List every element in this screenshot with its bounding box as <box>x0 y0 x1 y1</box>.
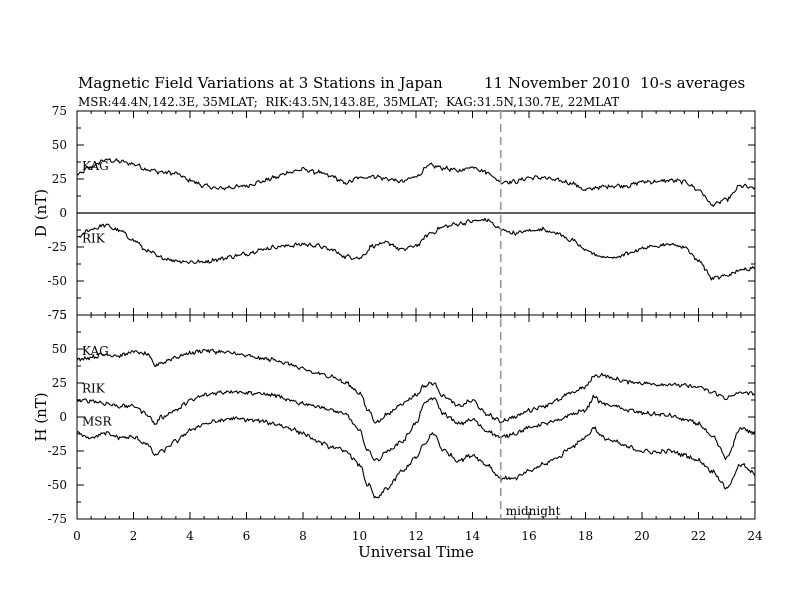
y-tick-label: 25 <box>52 172 67 186</box>
chart-date: 11 November 2010 <box>484 74 630 92</box>
panel-frame <box>76 314 756 520</box>
y-tick-label: 0 <box>59 206 67 220</box>
x-tick-label: 18 <box>578 529 593 543</box>
y-tick-label: 75 <box>52 308 67 322</box>
plot-panels: 75 50 25 0 -25 -50 -75 D (nT) KAG RIK 75 50 25 0 -25 -5… <box>32 104 756 526</box>
x-tick-label: 0 <box>73 529 81 543</box>
y-axis-label: D (nT) <box>32 189 50 237</box>
y-tick-label: -50 <box>48 274 67 288</box>
y-tick-label: -50 <box>48 478 67 492</box>
x-tick-label: 8 <box>299 529 307 543</box>
chart-averaging: 10-s averages <box>640 74 745 92</box>
y-tick-label: -25 <box>48 240 67 254</box>
x-tick-label: 20 <box>634 529 649 543</box>
y-tick-label: -75 <box>48 308 67 322</box>
x-tick-label: 2 <box>130 529 138 543</box>
x-axis-label: Universal Time <box>358 543 474 561</box>
series-rik <box>76 390 756 462</box>
series-label-rik: RIK <box>82 382 106 396</box>
x-tick-label: 14 <box>465 529 481 543</box>
series-label-rik: RIK <box>82 231 106 245</box>
y-tick-label: -25 <box>48 444 67 458</box>
x-tick-label: 16 <box>521 529 536 543</box>
series-msr <box>76 416 756 499</box>
x-tick-label: 22 <box>691 529 706 543</box>
panel-h: 75 50 25 0 -25 -50 -75 H (nT) KAG RIK MSR <box>32 308 756 526</box>
series-label-kag: KAG <box>82 159 109 173</box>
y-tick-label: 75 <box>52 104 67 118</box>
midnight-label: midnight <box>506 504 561 518</box>
x-axis: 0 2 4 6 8 10 12 14 16 18 20 22 24 <box>73 529 763 543</box>
y-tick-label: 25 <box>52 376 67 390</box>
x-tick-label: 24 <box>747 529 763 543</box>
x-tick-label: 10 <box>352 529 367 543</box>
series-kag <box>76 348 756 424</box>
x-tick-label: 4 <box>186 529 194 543</box>
y-tick-label: -75 <box>48 512 67 526</box>
y-axis-label: H (nT) <box>32 392 50 441</box>
y-tick-label: 50 <box>52 342 67 356</box>
y-tick-label: 0 <box>59 410 67 424</box>
panel-d: 75 50 25 0 -25 -50 -75 D (nT) KAG RIK <box>32 104 756 322</box>
chart-title: Magnetic Field Variations at 3 Stations … <box>78 74 443 92</box>
x-tick-label: 12 <box>408 529 423 543</box>
series-kag <box>76 158 756 208</box>
series-rik <box>76 217 756 281</box>
x-tick-label: 6 <box>243 529 251 543</box>
series-label-kag: KAG <box>82 344 109 358</box>
chart-subtitle: MSR:44.4N,142.3E, 35MLAT; RIK:43.5N,143.… <box>78 95 619 109</box>
y-tick-label: 50 <box>52 138 67 152</box>
series-label-msr: MSR <box>82 414 113 428</box>
